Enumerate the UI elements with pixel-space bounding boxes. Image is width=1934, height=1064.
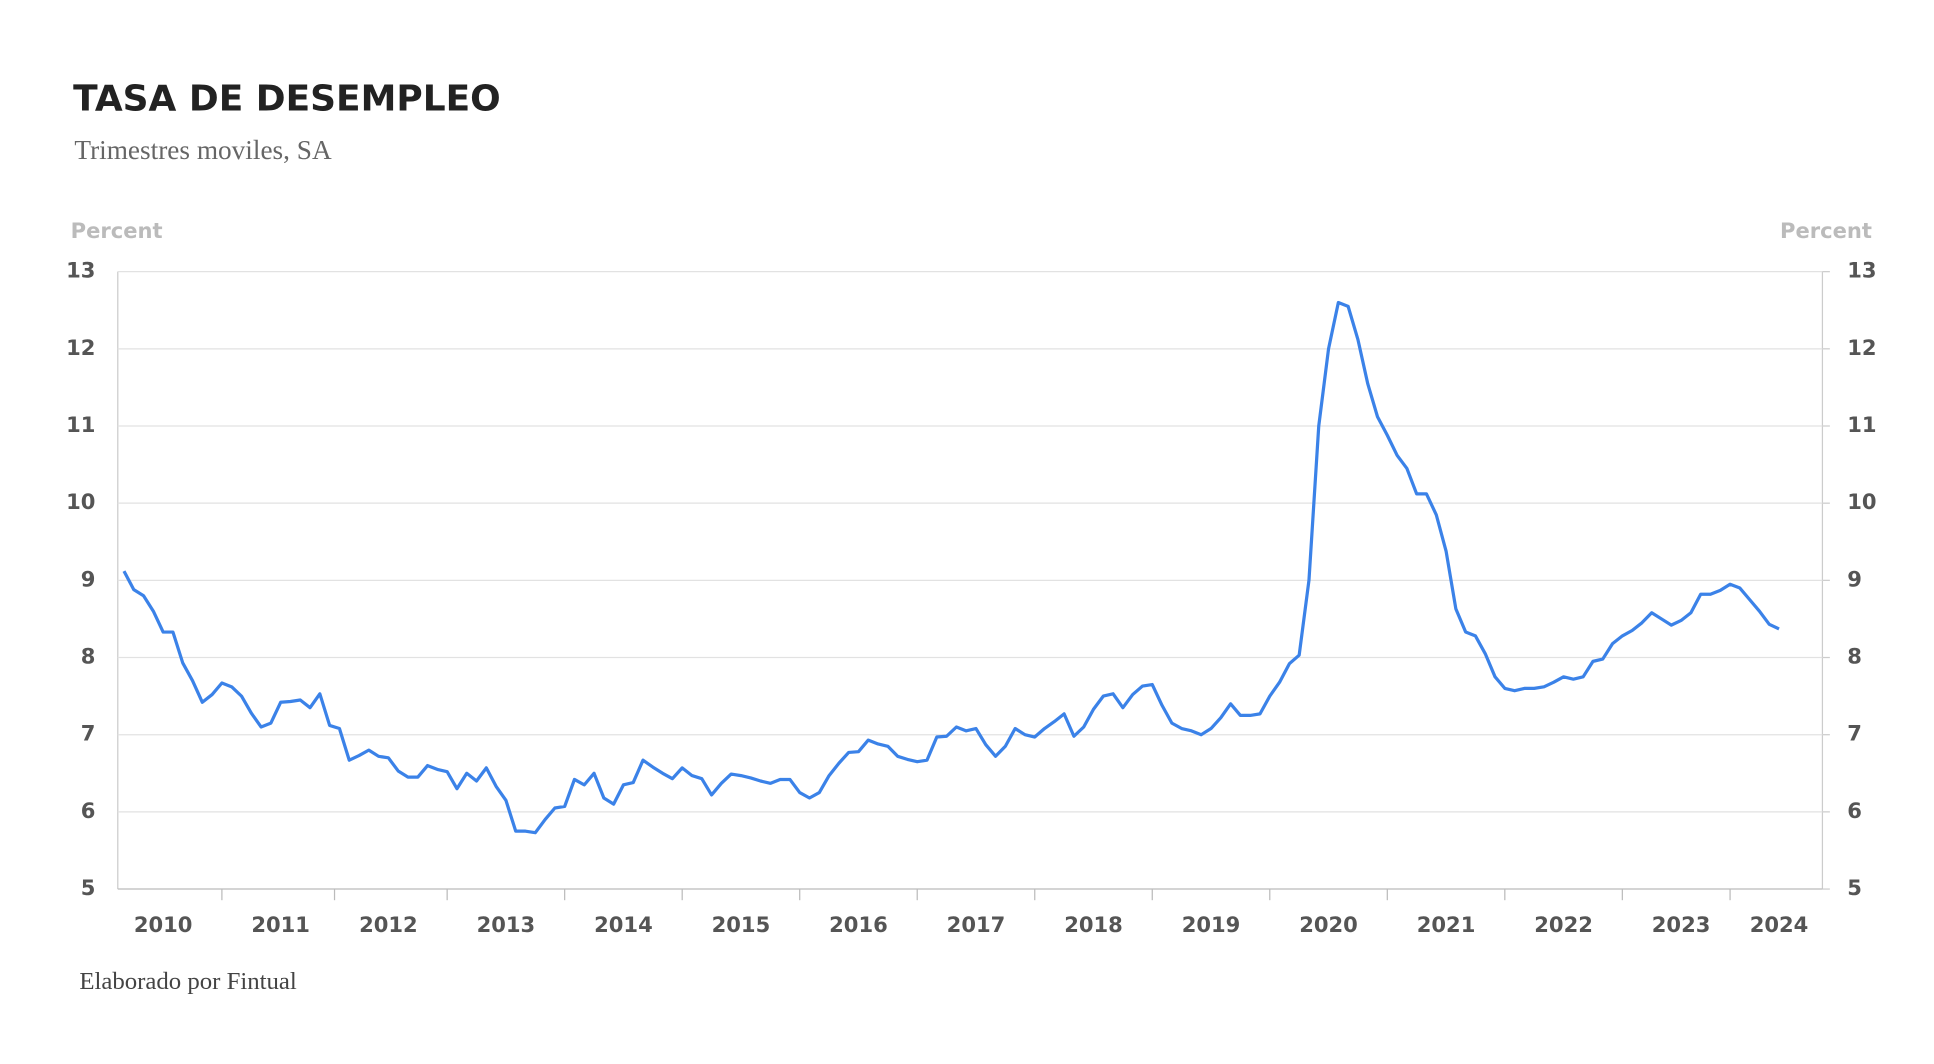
x-tick-label: 2020 [1299,912,1358,937]
x-tick-label: 2017 [947,912,1006,937]
y-axis-label: Percent [71,218,163,243]
chart-subtitle: Trimestres moviles, SA [74,135,332,165]
y2-tick-label: 13 [1847,258,1876,283]
y2-axis-label: Percent [1780,218,1872,243]
x-tick-label: 2024 [1750,912,1809,937]
y-tick-label: 6 [81,798,96,823]
y2-tick-label: 9 [1847,566,1862,591]
x-tick-label: 2011 [251,912,310,937]
x-tick-label: 2016 [829,912,888,937]
y-tick-label: 12 [66,335,95,360]
x-tick-label: 2019 [1182,912,1241,937]
x-tick-label: 2023 [1652,912,1711,937]
y2-tick-label: 8 [1847,644,1862,669]
y-tick-label: 9 [81,566,96,591]
x-tick-label: 2021 [1417,912,1476,937]
x-tick-label: 2022 [1534,912,1593,937]
y-tick-label: 5 [81,875,96,900]
y2-tick-label: 10 [1847,489,1876,514]
y2-tick-label: 11 [1847,412,1876,437]
y-tick-label: 8 [81,644,96,669]
source-note: Elaborado por Fintual [79,968,297,995]
y2-tick-label: 7 [1847,721,1862,746]
y-tick-label: 10 [66,489,95,514]
y2-tick-label: 5 [1847,875,1862,900]
y2-tick-label: 6 [1847,798,1862,823]
y2-tick-label: 12 [1847,335,1876,360]
x-tick-label: 2013 [477,912,536,937]
x-tick-label: 2015 [712,912,771,937]
y-tick-label: 13 [66,258,95,283]
chart-title: TASA DE DESEMPLEO [73,79,501,120]
y-tick-label: 11 [66,412,95,437]
y-tick-label: 7 [81,721,96,746]
x-tick-label: 2018 [1064,912,1123,937]
data-line [122,300,1780,835]
x-tick-label: 2014 [594,912,653,937]
x-tick-label: 2012 [359,912,418,937]
x-tick-label: 2010 [134,912,193,937]
